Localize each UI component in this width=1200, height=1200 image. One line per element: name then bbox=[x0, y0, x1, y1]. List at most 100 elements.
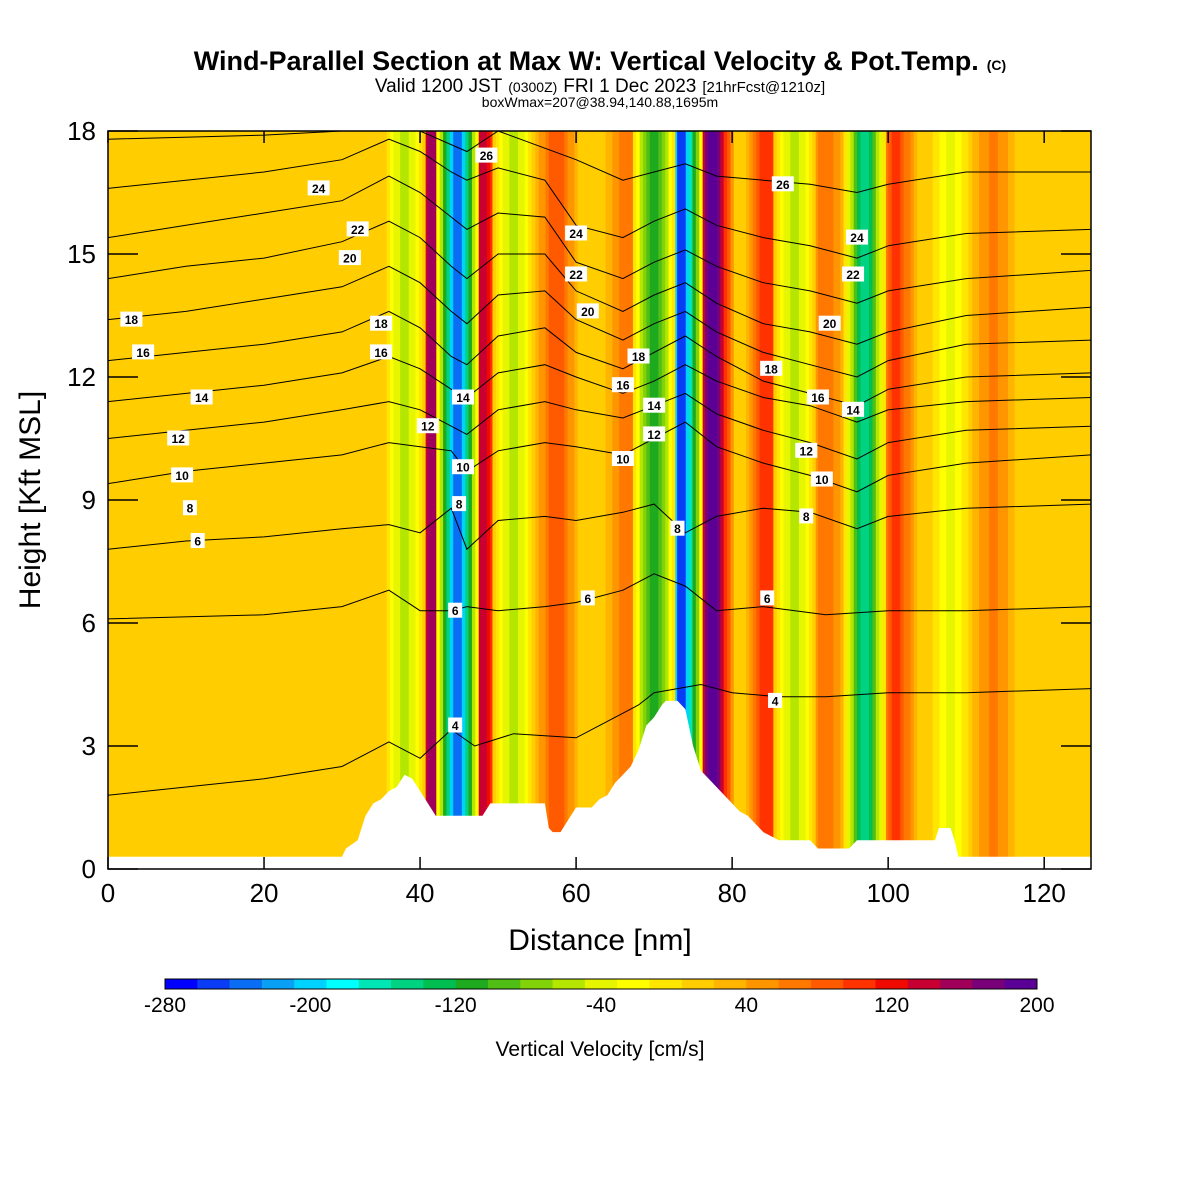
colorbar-tick-label: 120 bbox=[874, 994, 909, 1017]
x-axis-label: Distance [nm] bbox=[508, 924, 691, 957]
colorbar-swatch bbox=[326, 979, 360, 989]
contour-label: 14 bbox=[842, 401, 865, 417]
contour-label-box bbox=[818, 315, 841, 331]
y-tick-label: 3 bbox=[82, 731, 96, 761]
contour-label: 24 bbox=[845, 229, 868, 245]
contour-label-box bbox=[760, 360, 783, 376]
contour-label-text: 24 bbox=[312, 182, 326, 196]
contour-label: 6 bbox=[580, 590, 595, 606]
contour-label-box bbox=[448, 717, 463, 733]
colorbar-swatch bbox=[907, 979, 941, 989]
contour-label-box bbox=[475, 147, 498, 163]
colorbar-swatch bbox=[358, 979, 392, 989]
contour-label-box bbox=[452, 496, 467, 512]
contour-label: 18 bbox=[627, 348, 650, 364]
contour-label-text: 22 bbox=[351, 223, 365, 237]
theta-contour-16 bbox=[108, 310, 1091, 407]
contour-label: 16 bbox=[611, 377, 634, 393]
contour-label-box bbox=[171, 467, 194, 483]
contour-label-text: 22 bbox=[846, 268, 860, 282]
contour-label-text: 14 bbox=[456, 391, 470, 405]
colorbar-frame bbox=[164, 978, 1038, 990]
contour-label: 18 bbox=[370, 315, 393, 331]
contour-label-text: 22 bbox=[569, 268, 583, 282]
theta-contour-24 bbox=[108, 138, 1091, 259]
y-tick-label: 12 bbox=[67, 362, 96, 392]
colorbar-swatch bbox=[1004, 979, 1038, 989]
colorbar-swatch bbox=[778, 979, 812, 989]
contour-label-text: 20 bbox=[823, 317, 837, 331]
colorbar-swatch bbox=[617, 979, 650, 989]
contour-label-box bbox=[810, 471, 833, 487]
contour-label-text: 16 bbox=[374, 346, 388, 360]
contour-labels: 24 22 20 18 16 18 16 14 12 10 8 6 12 14 10 8 26 24 22 20 18 1… bbox=[120, 147, 868, 733]
contour-label-box bbox=[576, 303, 599, 319]
x-tick-label: 60 bbox=[562, 878, 591, 908]
contour-label-text: 12 bbox=[172, 432, 186, 446]
contour-label: 8 bbox=[182, 500, 197, 516]
contour-label-text: 4 bbox=[772, 694, 779, 708]
contour-label-box bbox=[370, 344, 393, 360]
velocity-field bbox=[383, 131, 1015, 869]
contour-label-box bbox=[580, 590, 595, 606]
theta-contour-18 bbox=[108, 265, 1091, 378]
plot-background bbox=[108, 131, 1091, 869]
updraft-band-strip bbox=[427, 131, 437, 869]
chart-title: Wind-Parallel Section at Max W: Vertical… bbox=[194, 46, 1006, 76]
theta-contour-12 bbox=[108, 392, 1091, 460]
contour-label: 10 bbox=[611, 451, 634, 467]
colorbar-tick-label: -280 bbox=[144, 994, 186, 1017]
contour-label: 26 bbox=[475, 147, 498, 163]
contour-label-box bbox=[771, 176, 794, 192]
contour-label-box bbox=[842, 266, 865, 282]
contour-label-text: 10 bbox=[815, 473, 829, 487]
contour-label-text: 14 bbox=[846, 403, 860, 417]
colorbar-swatch bbox=[261, 979, 295, 989]
colorbar-swatch bbox=[229, 979, 263, 989]
colorbar-swatch bbox=[843, 979, 877, 989]
downdraft-band-strip bbox=[400, 131, 409, 869]
colorbar-swatch bbox=[810, 979, 844, 989]
downdraft-band-strip bbox=[509, 131, 518, 869]
x-tick-label: 40 bbox=[406, 878, 435, 908]
contour-label-text: 18 bbox=[374, 317, 388, 331]
contour-label: 20 bbox=[338, 250, 361, 266]
contour-label: 16 bbox=[132, 344, 155, 360]
contour-label-box bbox=[768, 692, 783, 708]
contour-label-text: 20 bbox=[343, 252, 357, 266]
contour-label-box bbox=[611, 377, 634, 393]
contour-label-text: 6 bbox=[452, 604, 459, 618]
contour-label: 10 bbox=[810, 471, 833, 487]
contour-label-text: 18 bbox=[764, 362, 778, 376]
x-tick-label: 0 bbox=[101, 878, 115, 908]
updraft-band-strip bbox=[891, 131, 901, 869]
colorbar-tick-label: 40 bbox=[735, 994, 758, 1017]
contour-label: 20 bbox=[576, 303, 599, 319]
contour-label-text: 14 bbox=[195, 391, 209, 405]
contour-label-text: 8 bbox=[674, 522, 681, 536]
contour-label: 14 bbox=[451, 389, 474, 405]
contour-label: 16 bbox=[370, 344, 393, 360]
updraft-band-strip bbox=[762, 131, 772, 869]
contour-label: 14 bbox=[190, 389, 213, 405]
contour-label: 22 bbox=[346, 221, 369, 237]
contour-label: 22 bbox=[565, 266, 588, 282]
contour-label-text: 6 bbox=[584, 592, 591, 606]
contour-label-box bbox=[845, 229, 868, 245]
colorbar-swatch bbox=[487, 979, 521, 989]
contour-label: 6 bbox=[760, 590, 775, 606]
y-tick-label: 6 bbox=[82, 608, 96, 638]
contour-label-text: 10 bbox=[456, 461, 470, 475]
contour-label-text: 14 bbox=[647, 399, 661, 413]
contour-label-text: 12 bbox=[647, 428, 661, 442]
contour-label-box bbox=[643, 426, 666, 442]
contour-label: 10 bbox=[171, 467, 194, 483]
contour-label: 12 bbox=[416, 418, 439, 434]
contour-label-box bbox=[643, 397, 666, 413]
colorbar-swatch bbox=[940, 979, 973, 989]
contour-label-box bbox=[338, 250, 361, 266]
contour-label-box bbox=[670, 520, 685, 536]
contour-label-text: 26 bbox=[776, 178, 790, 192]
contour-label-box bbox=[795, 442, 818, 458]
